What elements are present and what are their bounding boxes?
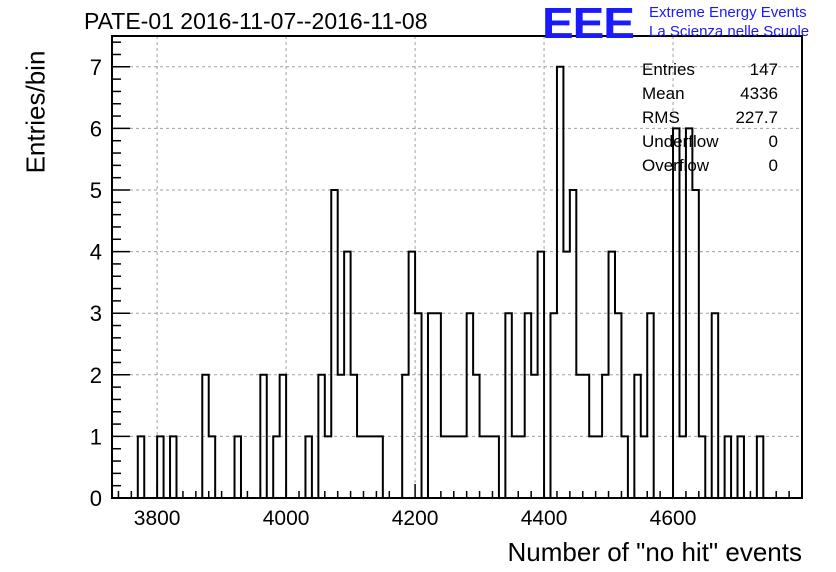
eee-logo: EEE Extreme Energy Events La Scienza nel…: [542, 2, 809, 46]
y-tick-label: 1: [90, 424, 102, 449]
y-tick-label: 6: [90, 116, 102, 141]
y-tick-label: 7: [90, 55, 102, 80]
y-tick-label: 2: [90, 363, 102, 388]
logo-mark: EEE: [542, 0, 635, 48]
y-axis-label: Entries/bin: [20, 50, 51, 174]
stat-label: Overflow: [642, 156, 710, 175]
x-tick-label: 4000: [263, 507, 310, 530]
y-tick-label: 4: [90, 240, 102, 265]
plot-frame: [111, 35, 803, 499]
y-tick-label: 5: [90, 178, 102, 203]
stat-label: Entries: [642, 60, 695, 79]
x-axis-label: Number of "no hit" events: [507, 537, 803, 567]
stat-row-entries: Entries 147: [642, 58, 778, 82]
stat-value: 4336: [740, 84, 778, 103]
stat-row-mean: Mean 4336: [642, 82, 778, 106]
x-tick-label: 4400: [521, 507, 568, 530]
stat-value: 0: [768, 156, 778, 175]
stat-row-rms: RMS 227.7: [642, 106, 778, 130]
chart-title: PATE-01 2016-11-07--2016-11-08: [84, 8, 428, 34]
logo-line-2: La Scienza nelle Scuole: [649, 23, 810, 40]
stat-row-overflow: Overflow 0: [642, 154, 778, 178]
stat-value: 0: [768, 132, 778, 151]
stat-row-underflow: Underflow 0: [642, 130, 778, 154]
histogram-outline: [112, 65, 802, 499]
axis-ticks: [112, 41, 803, 499]
x-tick-label: 4600: [650, 507, 697, 530]
stats-box: Entries 147 Mean 4336 RMS 227.7 Underflow 0 …: [642, 58, 778, 178]
tick-labels: 3800 4000 4200 4400 4600 0 1 2 3 4 5 6 7: [90, 55, 697, 530]
stat-label: Underflow: [642, 132, 719, 151]
stat-value: 147: [749, 60, 778, 79]
y-tick-label: 0: [90, 486, 102, 511]
logo-text: Extreme Energy Events La Scienza nelle S…: [649, 3, 809, 41]
logo-line-1: Extreme Energy Events: [649, 4, 807, 21]
stat-value: 227.7: [735, 108, 778, 127]
x-tick-label: 4200: [392, 507, 439, 530]
y-tick-label: 3: [90, 301, 102, 326]
stat-label: RMS: [642, 108, 680, 127]
x-tick-label: 3800: [134, 507, 181, 530]
stat-label: Mean: [642, 84, 685, 103]
